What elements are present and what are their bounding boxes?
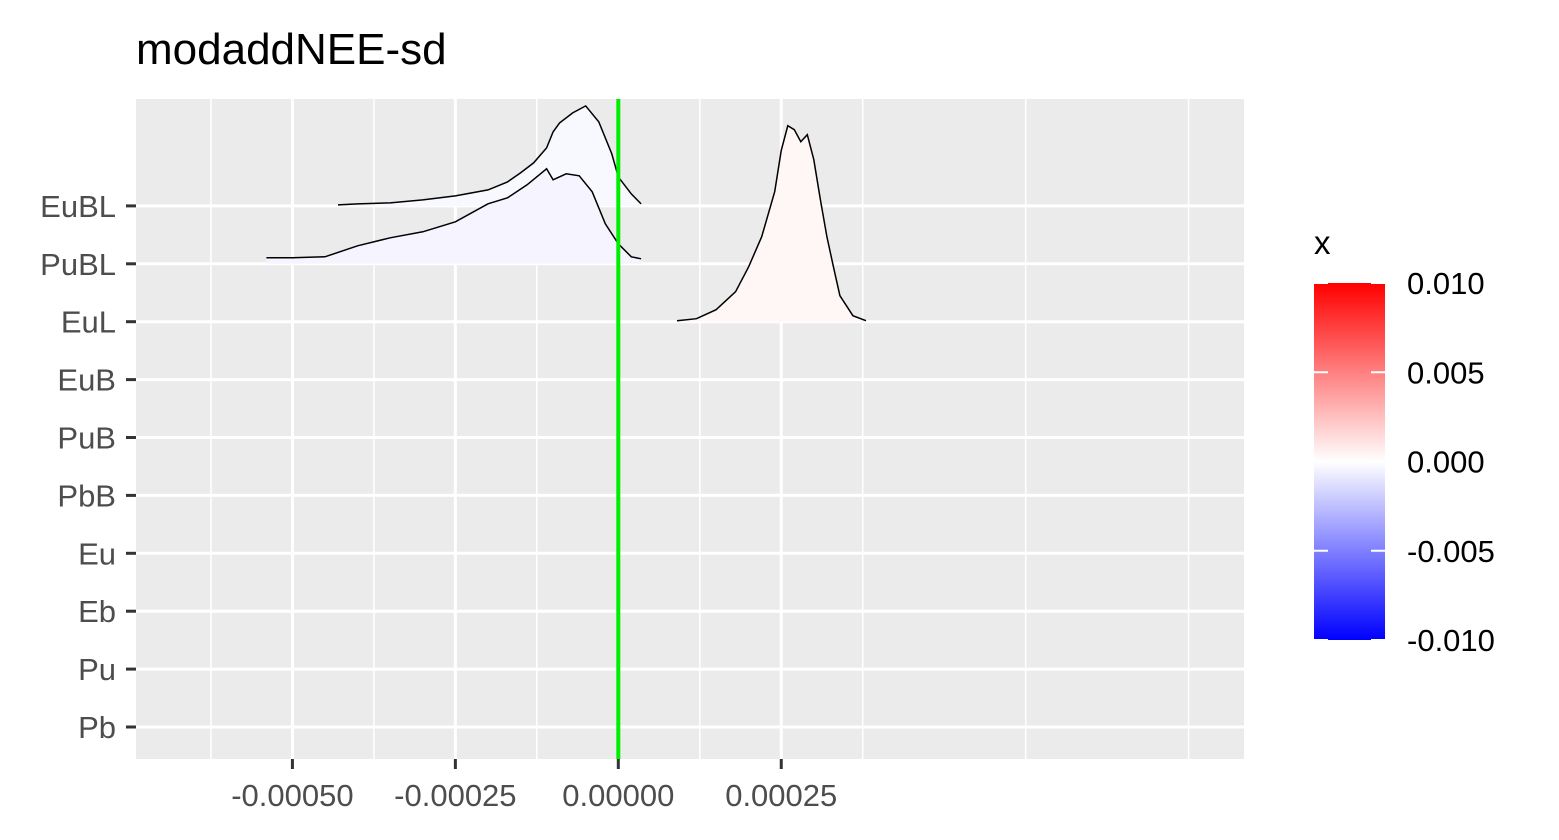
y-tick-label: Pb bbox=[78, 710, 116, 745]
legend-tick-label: -0.010 bbox=[1407, 623, 1495, 658]
y-tick-label: PuB bbox=[57, 421, 116, 456]
y-tick-label: PbB bbox=[57, 478, 116, 513]
ridge-fill bbox=[266, 168, 642, 264]
y-tick-label: Eb bbox=[78, 594, 116, 629]
legend-tick-label: 0.000 bbox=[1407, 445, 1485, 480]
y-tick-label: EuBL bbox=[40, 189, 116, 224]
x-tick-label: 0.00025 bbox=[725, 778, 837, 813]
ridge-fill bbox=[677, 125, 866, 322]
ridge-eul bbox=[676, 124, 867, 322]
ridge-publ bbox=[266, 167, 642, 264]
x-tick-label: 0.00000 bbox=[562, 778, 674, 813]
y-tick-label: Pu bbox=[78, 652, 116, 687]
x-tick-label: -0.00025 bbox=[394, 778, 516, 813]
x-axis: -0.00050 -0.00025 0.00000 0.00025 bbox=[231, 759, 837, 813]
y-tick-label: PuBL bbox=[40, 247, 116, 282]
density-ridges bbox=[266, 104, 867, 322]
ridge-outline bbox=[337, 104, 642, 206]
plot-panel bbox=[136, 99, 1244, 759]
chart-title: modaddNEE-sd bbox=[136, 25, 447, 74]
legend-tick-label: -0.005 bbox=[1407, 534, 1495, 569]
legend-tick-label: 0.010 bbox=[1407, 266, 1485, 301]
y-axis: Pb Pu Eb Eu PbB PuB EuB EuL PuBL EuBL bbox=[40, 189, 136, 745]
color-legend: x 0.010 0.005 0.000 -0.005 -0.010 bbox=[1314, 224, 1495, 658]
y-tick-label: EuL bbox=[61, 305, 116, 340]
x-tick-label: -0.00050 bbox=[231, 778, 353, 813]
ridge-outline bbox=[266, 167, 642, 260]
legend-tick-label: 0.005 bbox=[1407, 355, 1485, 390]
y-tick-label: EuB bbox=[57, 363, 116, 398]
ridge-outline bbox=[676, 124, 867, 322]
y-tick-label: Eu bbox=[78, 536, 116, 571]
legend-title: x bbox=[1314, 224, 1331, 261]
